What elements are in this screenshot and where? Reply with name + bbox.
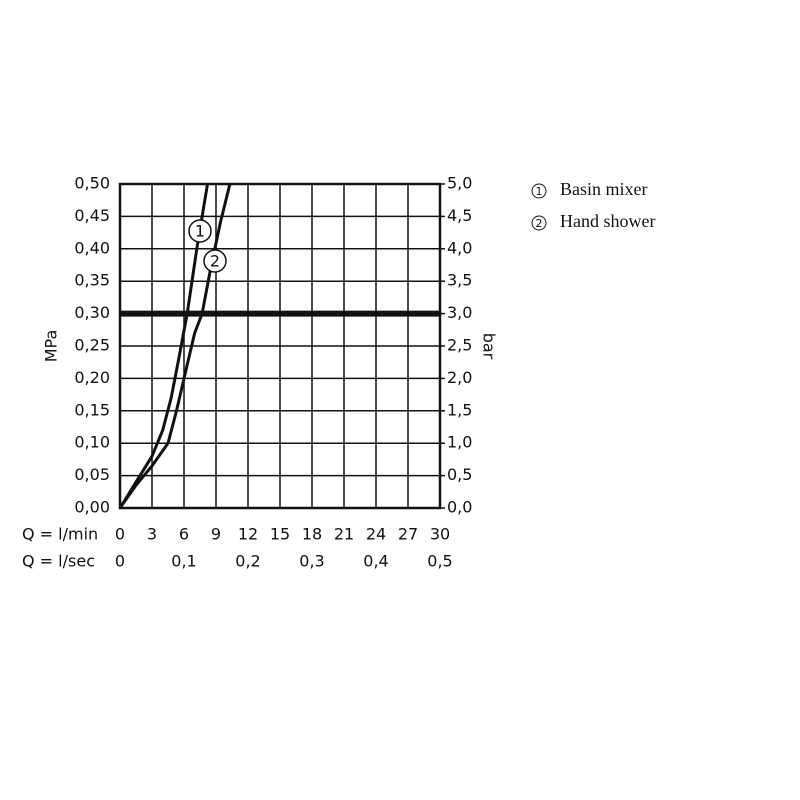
- y-tick-label: 0,20: [74, 368, 110, 387]
- plot-frame: [118, 182, 442, 510]
- y2-tick-label: 0,0: [447, 498, 472, 517]
- y-tick-label: 0,45: [74, 206, 110, 225]
- x-tick-label: 24: [366, 525, 386, 544]
- y-tick-label: 0,40: [74, 238, 110, 257]
- series-marker-label: 1: [195, 222, 205, 241]
- y2-tick-label: 0,5: [447, 465, 472, 484]
- y-tick-label: 0,05: [74, 465, 110, 484]
- x-tick-label: 18: [302, 525, 322, 544]
- y2-tick-label: 2,0: [447, 368, 472, 387]
- x2-tick-label: 0,2: [235, 552, 260, 571]
- legend-circle: [531, 215, 547, 231]
- x2-axis-label: Q = l/sec: [22, 552, 95, 571]
- y2-axis-label: bar: [480, 333, 499, 360]
- x-tick-label: 12: [238, 525, 258, 544]
- y2-tick-label: 1,0: [447, 433, 472, 452]
- y-tick-label: 0,15: [74, 400, 110, 419]
- x2-tick-label: 0,5: [427, 552, 452, 571]
- y2-tick-label: 4,0: [447, 238, 472, 257]
- series-marker-label: 2: [210, 252, 220, 271]
- x-tick-label: 3: [147, 525, 157, 544]
- y-tick-label: 0,10: [74, 433, 110, 452]
- x-axis-label: Q = l/min: [22, 525, 98, 544]
- x-tick-label: 6: [179, 525, 189, 544]
- legend-circle: [531, 183, 547, 199]
- legend-number: 2: [536, 217, 543, 230]
- y-tick-label: 0,35: [74, 271, 110, 290]
- x2-tick-label: 0,3: [299, 552, 324, 571]
- y2-tick-label: 3,5: [447, 271, 472, 290]
- y2-tick-label: 3,0: [447, 303, 472, 322]
- series-marker-circle: [203, 249, 227, 273]
- y2-tick-label: 2,5: [447, 336, 472, 355]
- y2-tick-label: 4,5: [447, 206, 472, 225]
- x-tick-label: 0: [115, 525, 125, 544]
- y-axis-label: MPa: [42, 330, 61, 363]
- y-tick-label: 0,50: [74, 174, 110, 193]
- x2-tick-label: 0: [115, 552, 125, 571]
- legend-label: Hand shower: [560, 211, 655, 231]
- legend-label: Basin mixer: [560, 179, 648, 199]
- x-tick-label: 9: [211, 525, 221, 544]
- series-line: [118, 183, 209, 509]
- x2-tick-label: 0,1: [171, 552, 196, 571]
- x-tick-label: 30: [430, 525, 450, 544]
- series-marker-circle: [188, 219, 212, 243]
- y-tick-label: 0,30: [74, 303, 110, 322]
- y2-tick-label: 5,0: [447, 174, 472, 193]
- y-tick-label: 0,25: [74, 336, 110, 355]
- legend-number: 1: [536, 185, 543, 198]
- x-tick-label: 15: [270, 525, 290, 544]
- x-tick-label: 27: [398, 525, 418, 544]
- x2-tick-label: 0,4: [363, 552, 388, 571]
- y-tick-label: 0,00: [74, 498, 110, 517]
- y2-tick-label: 1,5: [447, 400, 472, 419]
- x-tick-label: 21: [334, 525, 354, 544]
